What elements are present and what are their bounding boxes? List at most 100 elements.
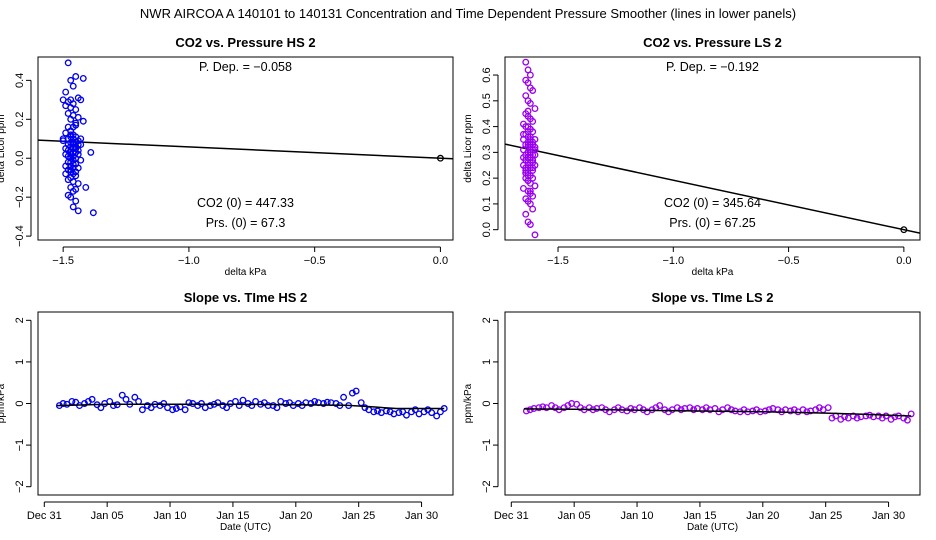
annotation-dep: P. Dep. = −0.058 xyxy=(199,60,292,74)
y-tick-label: 0.0 xyxy=(481,222,493,237)
y-tick-label: 0.0 xyxy=(14,151,26,166)
data-point xyxy=(72,106,80,114)
data-point xyxy=(122,395,130,403)
data-point xyxy=(69,82,77,90)
data-point xyxy=(74,113,82,121)
data-point xyxy=(69,187,77,195)
data-point xyxy=(787,407,794,415)
x-tick-label: −1.5 xyxy=(547,255,569,267)
data-point xyxy=(74,207,82,215)
y-axis-label: ppm/kPa xyxy=(463,383,474,423)
y-tick-label: 2 xyxy=(481,317,493,323)
y-tick-label: −1 xyxy=(481,439,493,452)
data-point xyxy=(72,197,80,205)
y-tick-label: 0.1 xyxy=(481,196,493,211)
y-tick-label: 0.5 xyxy=(481,93,493,108)
data-point xyxy=(77,96,85,104)
data-point xyxy=(74,180,82,187)
data-point xyxy=(803,408,811,416)
x-tick-label: Jan 30 xyxy=(405,510,438,522)
data-point xyxy=(138,406,146,414)
data-point xyxy=(131,393,139,401)
data-layer xyxy=(505,58,920,239)
x-axis-label: delta kPa xyxy=(225,267,267,278)
y-tick-label: 0.4 xyxy=(14,73,26,88)
x-axis-label: Date (UTC) xyxy=(220,522,271,533)
x-tick-label: −1.5 xyxy=(52,255,74,267)
smoother-line xyxy=(56,403,445,410)
data-point xyxy=(522,58,530,66)
y-tick-label: 0 xyxy=(481,400,493,406)
data-point xyxy=(428,409,436,417)
x-axis-label: Date (UTC) xyxy=(687,522,738,533)
data-point xyxy=(761,407,769,415)
annotation-dep: P. Dep. = −0.192 xyxy=(666,60,759,74)
x-tick-label: Jan 30 xyxy=(872,510,905,522)
data-point xyxy=(531,105,539,112)
origin-point xyxy=(436,154,444,162)
data-point xyxy=(79,74,87,82)
data-point xyxy=(526,71,534,79)
y-tick-label: −0.2 xyxy=(14,186,26,208)
data-point xyxy=(214,399,222,407)
data-point xyxy=(524,133,532,141)
x-tick-label: 0.0 xyxy=(896,255,911,267)
data-point xyxy=(524,177,532,185)
data-point xyxy=(79,117,87,125)
y-tick-label: 0.3 xyxy=(481,145,493,160)
x-tick-label: Dec 31 xyxy=(494,510,529,522)
y-tick-label: 1 xyxy=(481,359,493,365)
data-point xyxy=(627,405,635,412)
data-point xyxy=(72,73,80,80)
data-point xyxy=(64,110,72,117)
fit-line xyxy=(505,143,920,234)
origin-point xyxy=(900,226,908,234)
data-point xyxy=(62,88,70,96)
data-point xyxy=(67,193,75,201)
data-point xyxy=(172,405,180,412)
data-point xyxy=(524,107,532,115)
y-tick-label: 0.6 xyxy=(481,67,493,82)
x-tick-label: Jan 15 xyxy=(216,510,249,522)
panel-ls-time: Slope vs. TIme LS 2 Dec 31 Jan 05 Jan 10 Jan… xyxy=(463,290,921,533)
annotation-co2: CO2 (0) = 447.33 xyxy=(197,196,294,210)
data-point xyxy=(72,143,80,151)
data-point xyxy=(853,414,861,422)
data-point xyxy=(352,387,360,395)
x-tick-label: Jan 05 xyxy=(91,510,124,522)
page-title: NWR AIRCOA A 140101 to 140131 Concentrat… xyxy=(139,6,797,21)
panel-hs-time: Slope vs. TIme HS 2 Dec 31 Jan 05 Jan 10 Jan… xyxy=(0,290,454,533)
data-point xyxy=(235,402,243,410)
data-point xyxy=(531,151,539,159)
data-point xyxy=(411,406,419,414)
data-point xyxy=(526,141,534,149)
x-tick-label: Jan 10 xyxy=(621,510,654,522)
data-point xyxy=(59,400,67,407)
data-point xyxy=(529,205,537,213)
x-tick-label: Jan 15 xyxy=(683,510,716,522)
panel-title: Slope vs. TIme LS 2 xyxy=(651,290,773,305)
data-point xyxy=(526,406,534,414)
data-point xyxy=(529,164,537,172)
y-tick-label: 0.2 xyxy=(14,112,26,127)
data-point xyxy=(656,402,664,410)
data-point xyxy=(433,412,441,420)
x-tick-label: −1.0 xyxy=(662,255,684,267)
data-point xyxy=(727,406,735,414)
data-point xyxy=(862,412,870,420)
data-point xyxy=(529,117,537,125)
y-tick-label: 2 xyxy=(14,317,26,323)
y-tick-label: −1 xyxy=(14,439,26,452)
y-axis-label: delta Licor ppm xyxy=(463,114,474,182)
y-tick-label: −0.4 xyxy=(14,225,26,247)
data-point xyxy=(529,87,537,94)
data-point xyxy=(239,396,247,404)
x-tick-label: Jan 25 xyxy=(809,510,842,522)
data-point xyxy=(135,397,143,405)
data-point xyxy=(824,404,832,412)
data-point xyxy=(198,400,205,407)
data-point xyxy=(68,397,76,405)
fit-line xyxy=(38,139,453,160)
plot-frame xyxy=(504,311,921,496)
data-point xyxy=(87,148,95,156)
